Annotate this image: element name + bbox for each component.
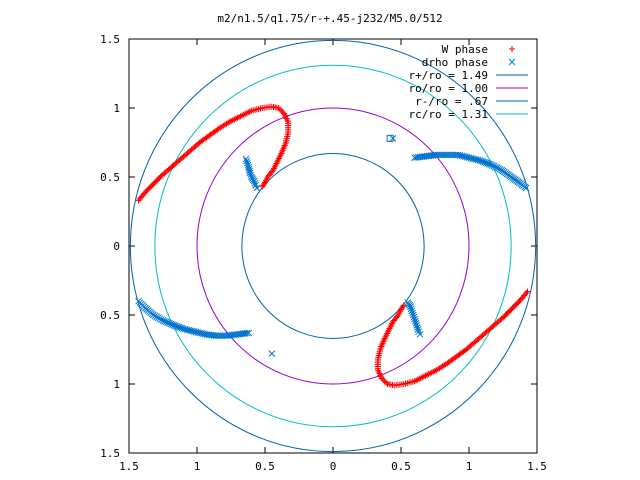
drho-phase-point xyxy=(250,177,258,185)
drho-phase-point xyxy=(522,184,530,192)
drho-phase-point xyxy=(246,167,253,175)
drho-phase-point xyxy=(409,309,416,317)
plot-frame xyxy=(128,38,538,454)
drho-phase-point xyxy=(243,329,251,337)
drho-phase-point xyxy=(413,324,421,331)
legend-label: r-/ro = .67 xyxy=(415,95,488,108)
w-phase-point xyxy=(383,379,390,386)
drho-phase-point xyxy=(268,350,276,357)
y-tick-label: 0.5 xyxy=(100,309,120,322)
w-phase-point xyxy=(265,172,272,179)
w-phase-point xyxy=(384,381,391,387)
legend-label: W phase xyxy=(442,43,488,56)
y-tick-label: 0 xyxy=(113,240,120,253)
circle-5 xyxy=(154,64,512,428)
drho-phase-point xyxy=(411,315,418,323)
drho-phase-point xyxy=(247,171,255,179)
drho-phase-point xyxy=(411,317,419,325)
y-tick-label: 1.5 xyxy=(100,33,120,46)
drho-phase-point xyxy=(414,326,422,333)
legend-label: ro/ro = 1.00 xyxy=(409,82,488,95)
x-tick-label: 0.5 xyxy=(391,460,411,473)
y-tick-label: 1 xyxy=(113,378,120,391)
w-phase-point xyxy=(276,106,283,113)
drho-phase-point xyxy=(407,303,414,311)
square-point xyxy=(386,134,394,142)
w-phase-point xyxy=(380,376,387,383)
legend-label: drho phase xyxy=(422,56,488,69)
drho-phase-point xyxy=(408,307,416,315)
drho-phase-point xyxy=(243,159,251,167)
legend-label: r+/ro = 1.49 xyxy=(409,69,488,82)
drho-phase-point xyxy=(243,157,250,165)
x-tick-label: 1 xyxy=(466,460,473,473)
drho-phase-point xyxy=(246,169,254,177)
w-phase-point xyxy=(399,303,406,310)
x-tick-label: 1 xyxy=(194,460,201,473)
drho-phase-point xyxy=(416,330,424,338)
w-phase-point xyxy=(259,183,266,190)
drho-phase-point xyxy=(251,179,259,187)
w-phase-point xyxy=(260,182,267,189)
drho-phase-point xyxy=(412,319,420,327)
legend-symbol xyxy=(509,46,515,52)
w-phase-point xyxy=(381,378,388,385)
x-tick-label: 0.5 xyxy=(255,460,275,473)
drho-phase-point xyxy=(410,313,418,321)
drho-phase-point xyxy=(409,311,417,319)
w-phase-point xyxy=(275,105,282,111)
circle-3 xyxy=(196,107,470,385)
chart-title: m2/n1.5/q1.75/r-+.45-j232/M5.0/512 xyxy=(217,12,442,25)
drho-phase-point xyxy=(413,321,420,329)
x-tick-label: 1.5 xyxy=(527,460,547,473)
drho-phase-point xyxy=(244,161,252,169)
drho-phase-point xyxy=(407,305,415,313)
x-tick-label: 1.5 xyxy=(119,460,139,473)
circle-4 xyxy=(241,153,425,339)
y-tick-label: 1 xyxy=(113,102,120,115)
w-phase-point xyxy=(278,107,285,114)
x-tick-label: 0 xyxy=(330,460,337,473)
point-layer xyxy=(135,103,531,389)
legend-label: rc/ro = 1.31 xyxy=(409,108,488,121)
w-phase-point xyxy=(394,313,401,320)
y-tick-label: 0.5 xyxy=(100,171,120,184)
circle-layer xyxy=(129,39,537,453)
circle-2 xyxy=(129,39,537,453)
y-tick-label: 1.5 xyxy=(100,447,120,460)
legend-symbol xyxy=(508,58,516,66)
drho-phase-point xyxy=(242,155,250,163)
w-phase-point xyxy=(279,109,286,116)
drho-phase-point xyxy=(253,184,261,192)
drho-phase-point xyxy=(245,329,253,337)
